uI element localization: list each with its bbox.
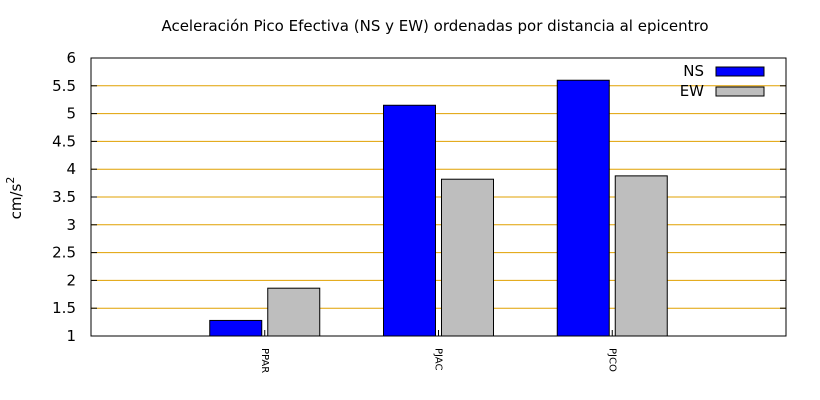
y-axis-label-base: cm/s: [7, 183, 25, 219]
x-tick-label: PJCO: [606, 348, 617, 372]
axes: 1 1.5 2 2.5 3 3.5 4 4.5 5 5.5 6 PPAR PJAC PJCO: [52, 49, 787, 373]
legend: NS EW: [680, 62, 765, 100]
legend-swatch-ew: [715, 86, 765, 97]
y-tick-label: 2: [66, 271, 76, 289]
bar-ew-ppar: [267, 287, 321, 337]
legend-label-ew: EW: [680, 82, 704, 100]
y-tick-label: 4.5: [52, 132, 76, 150]
chart-title: Aceleración Pico Efectiva (NS y EW) orde…: [161, 17, 708, 35]
bars: [209, 79, 668, 337]
x-tick-label: PPAR: [259, 348, 270, 373]
plot-frame: [90, 57, 787, 337]
legend-label-ns: NS: [683, 62, 704, 80]
y-tick-label: 3: [66, 216, 76, 234]
y-tick-label: 6: [66, 49, 76, 67]
y-tick-label: 3.5: [52, 188, 76, 206]
y-tick-label: 1: [66, 327, 76, 345]
y-tick-label: 5: [66, 105, 76, 123]
bar-ns-pjac: [383, 104, 436, 337]
y-axis-label: cm/s2: [4, 177, 25, 220]
bar-ew-pjac: [441, 178, 494, 337]
y-tick-label: 2.5: [52, 244, 76, 262]
y-axis-label-exponent: 2: [4, 177, 17, 184]
bar-ew-pjco: [614, 175, 668, 337]
legend-swatch-ns: [715, 66, 765, 77]
bar-ns-pjco: [556, 79, 610, 337]
x-tick-label: PJAC: [433, 348, 444, 370]
grid-lines: [91, 85, 786, 309]
y-tick-label: 4: [66, 160, 76, 178]
y-tick-label: 5.5: [52, 77, 76, 95]
y-tick-label: 1.5: [52, 299, 76, 317]
bar-ns-ppar: [209, 319, 263, 337]
